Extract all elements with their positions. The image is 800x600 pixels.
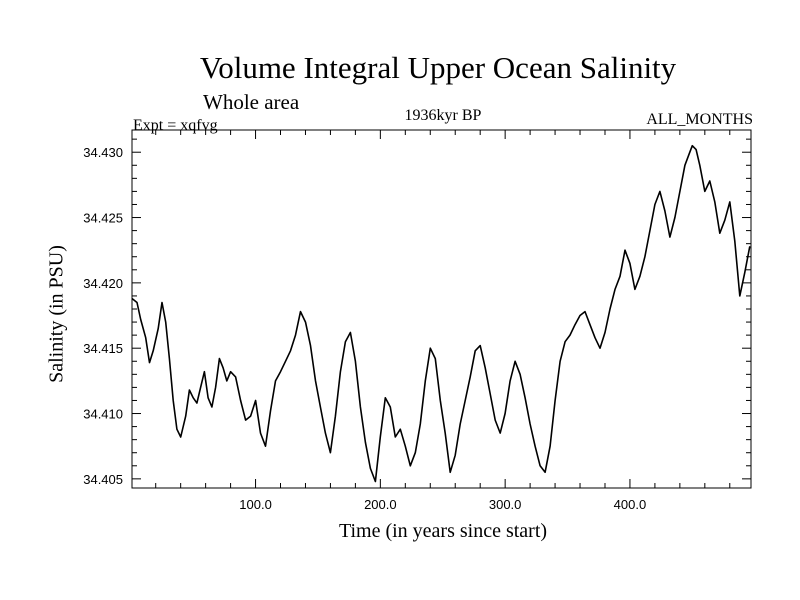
- y-tick-label: 34.410: [83, 407, 123, 422]
- chart-subtitle: Whole area: [203, 90, 300, 114]
- x-axis-label: Time (in years since start): [338, 520, 548, 542]
- chart-title: Volume Integral Upper Ocean Salinity: [199, 50, 677, 85]
- plot-frame: [131, 129, 752, 489]
- salinity-series-line: [131, 144, 751, 483]
- x-tick-label: 200.0: [364, 497, 397, 512]
- x-tick-label: 100.0: [239, 497, 272, 512]
- y-tick-label: 34.415: [83, 341, 123, 356]
- y-tick-label: 34.430: [83, 145, 123, 160]
- y-tick-label: 34.425: [83, 211, 123, 226]
- period-label: 1936kyr BP: [404, 107, 482, 124]
- months-label: ALL_MONTHS: [646, 111, 753, 128]
- x-tick-label: 300.0: [489, 497, 522, 512]
- y-tick-label: 34.420: [83, 276, 123, 291]
- y-tick-label: 34.405: [83, 472, 123, 487]
- x-tick-label: 400.0: [614, 497, 647, 512]
